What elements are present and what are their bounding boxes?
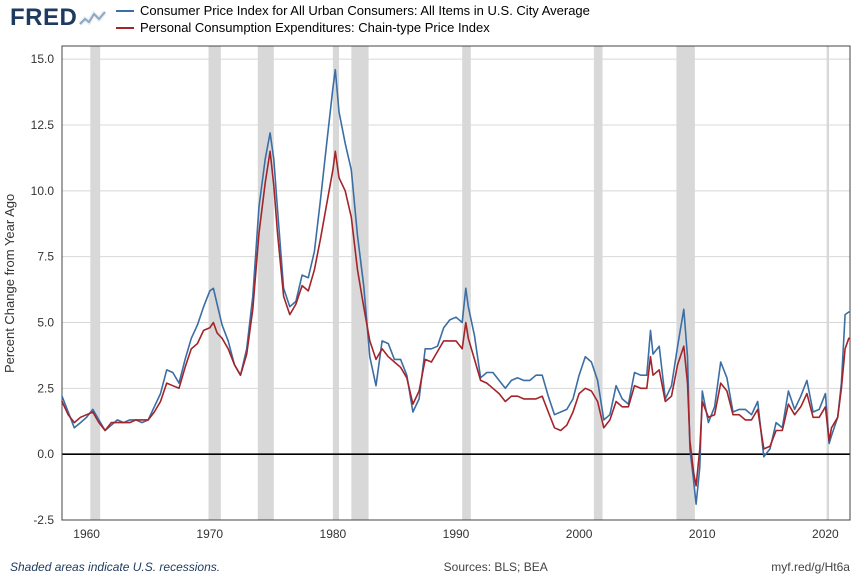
y-tick-label: -2.5	[33, 513, 54, 527]
series-cpi	[62, 70, 849, 505]
recession-band	[676, 46, 694, 520]
chart-plot: -2.5 0.0 2.5 5.0 7.5 10.0 12.5 15.0 1960 1970 1980…	[0, 0, 860, 580]
recession-band	[594, 46, 603, 520]
x-tick-label: 2010	[689, 527, 716, 541]
x-tick-label: 1970	[196, 527, 223, 541]
y-tick-label: 12.5	[31, 118, 55, 132]
recession-band	[258, 46, 274, 520]
chart-footer: Shaded areas indicate U.S. recessions. S…	[10, 560, 850, 574]
chart-container: FRED Consumer Price Index for All Urban …	[0, 0, 860, 580]
recession-band	[462, 46, 471, 520]
x-tick-label: 1980	[320, 527, 347, 541]
recession-note: Shaded areas indicate U.S. recessions.	[10, 560, 220, 574]
y-tick-label: 7.5	[37, 250, 54, 264]
y-tick-label: 10.0	[31, 184, 55, 198]
short-link: myf.red/g/Ht6a	[771, 560, 850, 574]
sources-label: Sources: BLS; BEA	[444, 560, 548, 574]
y-tick-label: 15.0	[31, 52, 55, 66]
series-pce	[62, 151, 849, 486]
recession-band	[333, 46, 339, 520]
x-tick-label: 2020	[812, 527, 839, 541]
x-tick-label: 2000	[566, 527, 593, 541]
y-tick-label: 0.0	[37, 447, 54, 461]
x-tick-label: 1990	[443, 527, 470, 541]
y-tick-label: 2.5	[37, 381, 54, 395]
recession-band	[209, 46, 221, 520]
x-tick-label: 1960	[73, 527, 100, 541]
y-tick-label: 5.0	[37, 316, 54, 330]
recession-band	[827, 46, 829, 520]
recession-band	[90, 46, 100, 520]
